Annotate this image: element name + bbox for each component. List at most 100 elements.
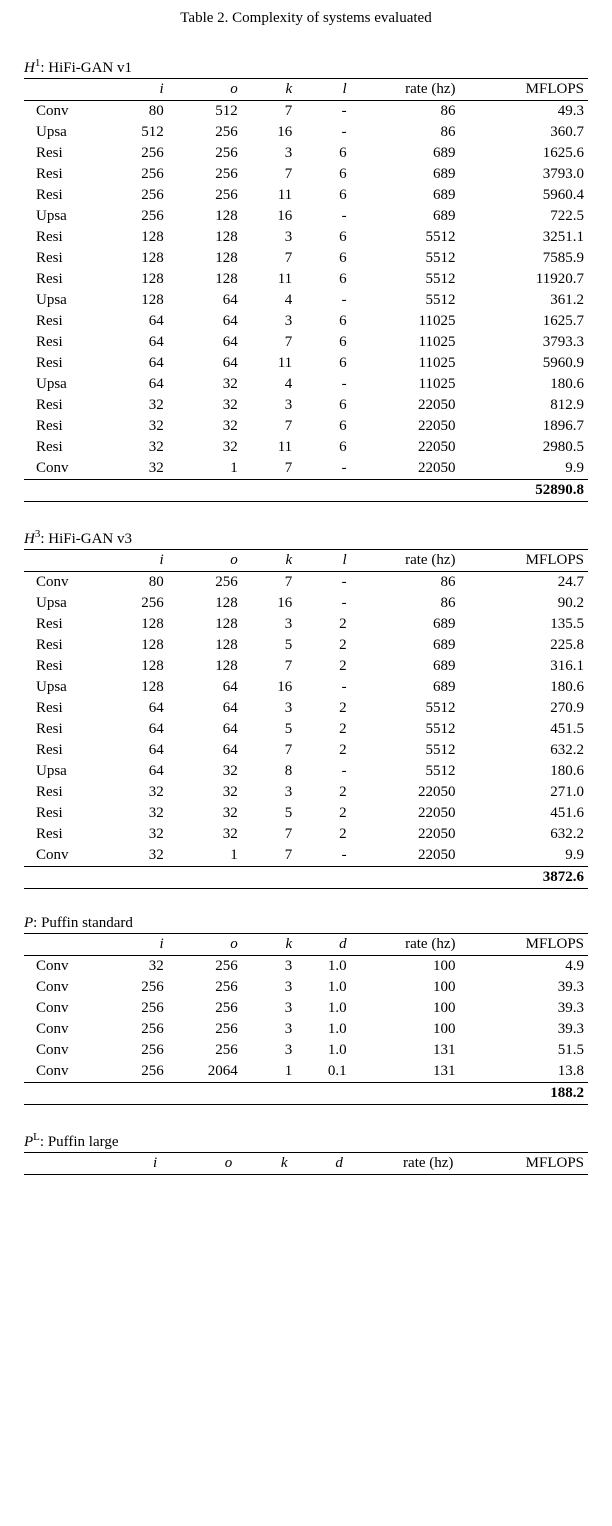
table-cell: 256 xyxy=(168,185,242,206)
table-cell: 316.1 xyxy=(460,656,589,677)
column-header: o xyxy=(168,934,242,956)
table-cell: - xyxy=(296,122,350,143)
table-cell: 0.1 xyxy=(296,1061,350,1083)
total-cell xyxy=(242,867,296,889)
total-cell xyxy=(296,1083,350,1105)
table-cell: 4 xyxy=(242,374,296,395)
table-cell: 22050 xyxy=(351,782,460,803)
table-cell: 1.0 xyxy=(296,956,350,978)
column-header xyxy=(24,550,102,572)
table-cell: - xyxy=(296,374,350,395)
total-cell xyxy=(168,867,242,889)
table-cell: Resi xyxy=(24,824,102,845)
table-cell: 689 xyxy=(351,143,460,164)
table-cell: 271.0 xyxy=(460,782,589,803)
table-cell: Conv xyxy=(24,1040,102,1061)
table-row: Conv802567-8624.7 xyxy=(24,572,588,594)
table-cell: 256 xyxy=(168,1040,242,1061)
table-cell: 128 xyxy=(168,593,242,614)
table-cell: Resi xyxy=(24,395,102,416)
table-cell: Resi xyxy=(24,353,102,374)
table-cell: 3 xyxy=(242,227,296,248)
table-cell: 180.6 xyxy=(460,677,589,698)
table-cell: 5512 xyxy=(351,698,460,719)
table-cell: - xyxy=(296,572,350,594)
table-cell: 13.8 xyxy=(460,1061,589,1083)
table-cell: Resi xyxy=(24,437,102,458)
table-row: Resi646476110253793.3 xyxy=(24,332,588,353)
table-cell: 128 xyxy=(102,227,167,248)
table-row: Conv805127-8649.3 xyxy=(24,101,588,123)
table-cell: Upsa xyxy=(24,593,102,614)
table-row: Resi128128116551211920.7 xyxy=(24,269,588,290)
table-cell: Upsa xyxy=(24,290,102,311)
table-cell: 2 xyxy=(296,635,350,656)
table-cell: Resi xyxy=(24,164,102,185)
table-cell: Conv xyxy=(24,977,102,998)
table-cell: 128 xyxy=(102,656,167,677)
table-cell: 64 xyxy=(168,719,242,740)
table-cell: 64 xyxy=(102,698,167,719)
table-cell: 3 xyxy=(242,395,296,416)
table-cell: 64 xyxy=(102,740,167,761)
table-cell: 512 xyxy=(168,101,242,123)
column-header: rate (hz) xyxy=(351,934,460,956)
table-cell: 16 xyxy=(242,593,296,614)
table-cell: 256 xyxy=(102,998,167,1019)
column-header: d xyxy=(296,934,350,956)
table-cell: 128 xyxy=(168,269,242,290)
table-cell: 2 xyxy=(296,614,350,635)
table-cell: 256 xyxy=(168,122,242,143)
table-cell: 6 xyxy=(296,164,350,185)
table-cell: Conv xyxy=(24,1061,102,1083)
total-cell xyxy=(24,1083,102,1105)
table-cell: 64 xyxy=(102,332,167,353)
table-cell: 22050 xyxy=(351,824,460,845)
table-cell: 86 xyxy=(351,572,460,594)
table-cell: 128 xyxy=(102,269,167,290)
table-cell: Resi xyxy=(24,635,102,656)
table-title: PL: Puffin large xyxy=(24,1131,119,1153)
table-cell: 689 xyxy=(351,206,460,227)
table-cell: 256 xyxy=(102,1040,167,1061)
table-cell: 11025 xyxy=(351,353,460,374)
total-row: 188.2 xyxy=(24,1083,588,1105)
table-cell: 4.9 xyxy=(460,956,589,978)
table-cell: 128 xyxy=(102,635,167,656)
complexity-table: iokdrate (hz)MFLOPS xyxy=(24,1152,588,1175)
table-cell: 256 xyxy=(102,593,167,614)
table-row: Resi6464525512451.5 xyxy=(24,719,588,740)
table-cell: 135.5 xyxy=(460,614,589,635)
table-cell: 24.7 xyxy=(460,572,589,594)
table-row: Resi2562561166895960.4 xyxy=(24,185,588,206)
column-header: MFLOPS xyxy=(457,1153,588,1175)
table-cell: 39.3 xyxy=(460,998,589,1019)
table-cell: 1.0 xyxy=(296,1019,350,1040)
table-block: H1: HiFi-GAN v1ioklrate (hz)MFLOPSConv80… xyxy=(24,41,588,502)
table-cell: 689 xyxy=(351,677,460,698)
table-cell: 5512 xyxy=(351,227,460,248)
table-cell: 32 xyxy=(102,395,167,416)
table-cell: 11 xyxy=(242,353,296,374)
table-cell: 2 xyxy=(296,824,350,845)
table-cell: 256 xyxy=(168,977,242,998)
table-cell: Resi xyxy=(24,143,102,164)
table-cell: 689 xyxy=(351,185,460,206)
table-cell: 5512 xyxy=(351,719,460,740)
table-cell: 7 xyxy=(242,332,296,353)
total-value: 3872.6 xyxy=(460,867,589,889)
table-row: Upsa64328-5512180.6 xyxy=(24,761,588,782)
table-cell: 360.7 xyxy=(460,122,589,143)
table-cell: 5512 xyxy=(351,290,460,311)
complexity-table: ioklrate (hz)MFLOPSConv805127-8649.3Upsa… xyxy=(24,78,588,502)
table-cell: Resi xyxy=(24,227,102,248)
table-cell: 256 xyxy=(168,143,242,164)
table-row: Resi32323622050812.9 xyxy=(24,395,588,416)
table-cell: 6 xyxy=(296,143,350,164)
table-cell: 689 xyxy=(351,164,460,185)
total-cell xyxy=(242,480,296,502)
table-cell: 632.2 xyxy=(460,824,589,845)
column-header xyxy=(24,1153,95,1175)
table-cell: 2 xyxy=(296,803,350,824)
table-row: Upsa25612816-8690.2 xyxy=(24,593,588,614)
